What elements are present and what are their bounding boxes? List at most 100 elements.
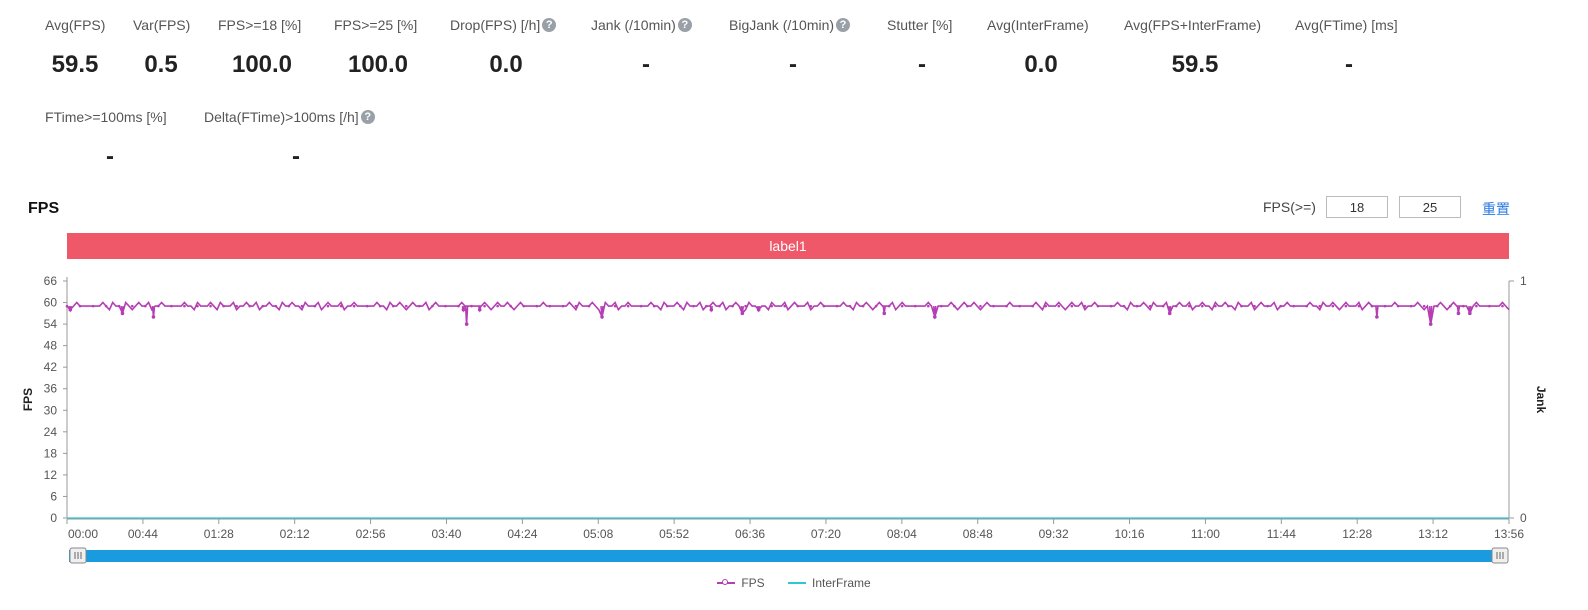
fps-point	[1357, 304, 1361, 308]
fps-point	[1344, 304, 1348, 308]
metric-label: Jank (/10min)?	[591, 17, 692, 33]
x-tick-label: 02:12	[280, 527, 310, 541]
metric-label: Stutter [%]	[887, 17, 952, 33]
fps-point	[1122, 304, 1126, 308]
fps-dip-point	[1375, 315, 1379, 319]
y-tick-label: 6	[50, 489, 57, 503]
y-tick-label: 0	[50, 511, 57, 525]
fps-point	[496, 304, 499, 308]
help-icon[interactable]: ?	[836, 18, 851, 32]
fps-point	[1462, 304, 1465, 308]
fps-point	[104, 304, 108, 308]
fps-point	[979, 304, 982, 308]
fps-point	[78, 304, 82, 308]
legend-label-interframe: InterFrame	[812, 576, 871, 590]
legend-label-fps: FPS	[741, 576, 765, 590]
fps-point	[378, 304, 382, 308]
fps-point	[1331, 304, 1335, 308]
y-tick-label: 18	[44, 446, 58, 460]
fps-point	[822, 304, 826, 308]
fps-dip-point	[1456, 311, 1461, 316]
fps-point	[848, 304, 852, 308]
fps-point	[1501, 304, 1504, 308]
fps-point	[561, 304, 565, 308]
fps-point	[966, 304, 969, 308]
fps-dip-point	[1468, 311, 1472, 316]
zoom-slider[interactable]	[69, 547, 1509, 564]
reset-button[interactable]: 重置	[1482, 201, 1510, 217]
fps-point	[1318, 304, 1322, 308]
metric-label-text: FTime>=100ms [%]	[45, 109, 167, 125]
y2-axis-title: Jank	[1534, 386, 1548, 414]
x-tick-label: 00:44	[128, 527, 158, 541]
fps-dip-point	[933, 315, 937, 319]
fps-point	[157, 304, 160, 308]
help-icon[interactable]: ?	[542, 18, 557, 32]
fps-point	[1227, 304, 1230, 308]
fps-point	[339, 304, 343, 308]
metric-label: FTime>=100ms [%]	[45, 109, 167, 125]
fps-point	[1253, 304, 1256, 308]
fps-point	[470, 304, 473, 308]
fps-point	[1161, 304, 1165, 308]
fps-threshold-high-input[interactable]	[1399, 196, 1461, 218]
fps-point	[352, 304, 356, 308]
fps-point	[1018, 304, 1021, 308]
fps-point	[639, 304, 643, 308]
help-icon[interactable]: ?	[360, 110, 375, 124]
y-axis: 0 6 12 18 24 30 36 42 48 54 60 66 FPS	[21, 274, 68, 525]
metric-label: Avg(InterFrame)	[987, 17, 1089, 33]
fps-point	[665, 304, 669, 308]
chart-title: FPS	[28, 200, 60, 217]
fps-point	[522, 304, 526, 308]
metric-value: 59.5	[1171, 51, 1219, 78]
x-axis: 00:00 00:44 01:28 02:12 02:56 03:40 04:24 05:08…	[66, 518, 1524, 541]
fps-point	[300, 304, 304, 308]
metric-label-text: Avg(InterFrame)	[987, 17, 1089, 33]
metric-value: -	[1345, 51, 1353, 78]
fps-point	[809, 304, 813, 308]
help-icon[interactable]: ?	[677, 18, 692, 32]
fps-dip-point	[464, 322, 469, 326]
fps-point	[861, 304, 865, 308]
metric-value: -	[918, 51, 926, 78]
metric-value: 0.0	[1024, 51, 1058, 78]
fps-point	[613, 304, 617, 308]
metric-label: Var(FPS)	[133, 17, 190, 33]
x-tick-label: 03:40	[431, 527, 461, 541]
fps-point	[900, 304, 904, 308]
fps-point	[718, 304, 721, 308]
metric-label: Avg(FTime) [ms]	[1295, 17, 1398, 33]
legend-item-interframe[interactable]: InterFrame	[788, 576, 871, 590]
fps-point	[770, 304, 773, 308]
fps-threshold-low-input[interactable]	[1326, 196, 1388, 218]
fps-dip-point	[1167, 311, 1172, 316]
metric-label: Delta(FTime)>100ms [/h]?	[204, 109, 375, 125]
x-tick-label: 05:52	[659, 527, 689, 541]
fps-point	[404, 304, 408, 308]
x-tick-label: 05:08	[583, 527, 613, 541]
fps-dip-point	[740, 311, 745, 316]
fps-point	[535, 304, 539, 308]
metric-label: Avg(FPS)	[45, 17, 105, 33]
fps-point	[170, 304, 173, 308]
x-tick-label: 08:48	[963, 527, 993, 541]
fps-point	[509, 304, 512, 308]
fps-point	[1083, 304, 1087, 308]
fps-point	[1214, 304, 1217, 308]
fps-dip-point	[709, 307, 714, 312]
legend-swatch-fps	[717, 579, 736, 585]
fps-point	[1292, 304, 1295, 308]
legend-item-fps[interactable]: FPS	[717, 576, 765, 590]
fps-dip-point	[882, 311, 887, 316]
metric-label: Avg(FPS+InterFrame)	[1124, 17, 1261, 33]
fps-point	[692, 304, 695, 308]
fps-point	[744, 304, 747, 308]
metric-value: 59.5	[51, 51, 99, 78]
fps-point	[274, 304, 278, 308]
fps-point	[91, 304, 95, 308]
fps-point	[483, 304, 486, 308]
fps-point	[953, 304, 956, 308]
fps-point	[1435, 304, 1439, 308]
